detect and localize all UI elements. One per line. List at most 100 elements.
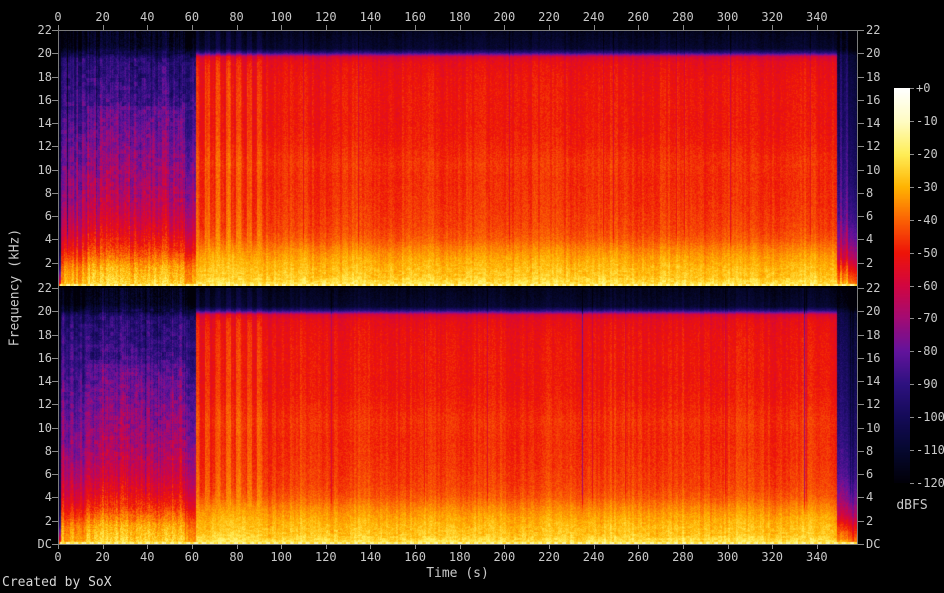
freq-tick (52, 381, 58, 382)
freq-tick (52, 77, 58, 78)
freq-tick-label: 20 (37, 304, 52, 318)
spectrogram-channel-1 (58, 30, 857, 286)
colorbar-tick (910, 483, 914, 484)
time-tick (727, 544, 729, 549)
freq-tick-label: DC (866, 537, 881, 551)
colorbar-tick (910, 88, 914, 89)
time-tick-label: 100 (270, 10, 293, 24)
colorbar-tick (910, 384, 914, 385)
freq-tick (52, 404, 58, 405)
time-tick (281, 25, 283, 30)
freq-tick (858, 521, 864, 522)
freq-tick (52, 239, 58, 240)
freq-tick (858, 544, 864, 545)
freq-tick-label: 2 (866, 256, 874, 270)
colorbar-tick-label: -60 (916, 279, 938, 293)
freq-tick-label: 16 (37, 351, 52, 365)
freq-tick (858, 474, 864, 475)
time-tick (682, 544, 684, 549)
time-tick (593, 544, 595, 549)
freq-tick (858, 288, 864, 289)
time-tick (147, 544, 149, 549)
colorbar-tick-label: -90 (916, 377, 938, 391)
freq-tick (858, 146, 864, 147)
spectrogram-channel-2 (58, 288, 857, 544)
time-tick (638, 25, 640, 30)
freq-tick-label: 18 (866, 70, 881, 84)
freq-tick-label: 10 (866, 163, 881, 177)
time-tick-label: 340 (805, 550, 828, 564)
colorbar-tick-label: -70 (916, 311, 938, 325)
colorbar-tick (910, 253, 914, 254)
time-tick-label: 320 (761, 550, 784, 564)
time-tick-label: 0 (54, 10, 62, 24)
freq-tick-label: 6 (866, 467, 874, 481)
time-tick-label: 20 (95, 550, 110, 564)
colorbar-tick-label: -10 (916, 114, 938, 128)
time-tick (682, 25, 684, 30)
freq-tick (52, 170, 58, 171)
freq-tick (858, 428, 864, 429)
time-tick-label: 80 (229, 10, 244, 24)
colorbar-tick-label: -110 (916, 443, 944, 457)
time-tick-label: 60 (184, 550, 200, 564)
freq-tick-label: 22 (37, 23, 52, 37)
time-tick-label: 260 (627, 10, 650, 24)
freq-tick (52, 100, 58, 101)
freq-tick (52, 358, 58, 359)
colorbar-tick-label: +0 (916, 81, 931, 95)
time-tick-label: 280 (672, 550, 694, 564)
freq-tick-label: 6 (44, 467, 52, 481)
colorbar-tick (910, 417, 914, 418)
colorbar-tick-label: -30 (916, 180, 938, 194)
time-tick-label: 40 (140, 550, 155, 564)
time-tick (638, 544, 640, 549)
time-tick-label: 20 (95, 10, 110, 24)
time-tick (102, 544, 104, 549)
freq-tick-label: 12 (37, 139, 52, 153)
freq-tick-label: 10 (866, 421, 881, 435)
freq-tick-label: 16 (866, 93, 881, 107)
creator-credit: Created by SoX (2, 575, 112, 590)
time-tick (325, 544, 327, 549)
time-tick-label: 160 (404, 10, 426, 24)
freq-tick (858, 53, 864, 54)
freq-tick (858, 358, 864, 359)
freq-tick-label: 8 (866, 186, 874, 200)
time-tick-label: 260 (627, 550, 650, 564)
freq-tick (52, 497, 58, 498)
time-tick-label: 240 (582, 550, 605, 564)
freq-tick-label: 18 (37, 328, 52, 342)
freq-tick-label: 12 (866, 397, 881, 411)
time-tick-label: 160 (404, 550, 426, 564)
freq-tick-label: 16 (866, 351, 881, 365)
time-tick-label: 140 (359, 550, 382, 564)
time-tick (236, 25, 238, 30)
time-tick-label: 200 (493, 10, 516, 24)
time-tick (191, 25, 193, 30)
colorbar-tick (910, 187, 914, 188)
freq-tick (858, 263, 864, 264)
time-tick (549, 25, 550, 30)
freq-tick (52, 53, 58, 54)
freq-tick-label: 22 (866, 281, 881, 295)
time-tick-label: 200 (493, 550, 516, 564)
freq-tick (858, 497, 864, 498)
colorbar-tick-label: -20 (916, 147, 938, 161)
plot-border-right (857, 30, 858, 545)
freq-tick-label: 8 (866, 444, 874, 458)
time-tick-label: 120 (314, 550, 337, 564)
freq-tick-label: 12 (866, 139, 881, 153)
freq-tick (858, 193, 864, 194)
colorbar-tick (910, 121, 914, 122)
colorbar-tick (910, 220, 914, 221)
freq-tick (858, 100, 864, 101)
time-tick-label: 40 (140, 10, 155, 24)
freq-tick-label: DC (37, 537, 52, 551)
freq-tick-label: 6 (866, 209, 874, 223)
time-tick (102, 25, 104, 30)
freq-tick (52, 263, 58, 264)
time-tick-label: 320 (761, 10, 784, 24)
time-tick-label: 220 (538, 550, 560, 564)
